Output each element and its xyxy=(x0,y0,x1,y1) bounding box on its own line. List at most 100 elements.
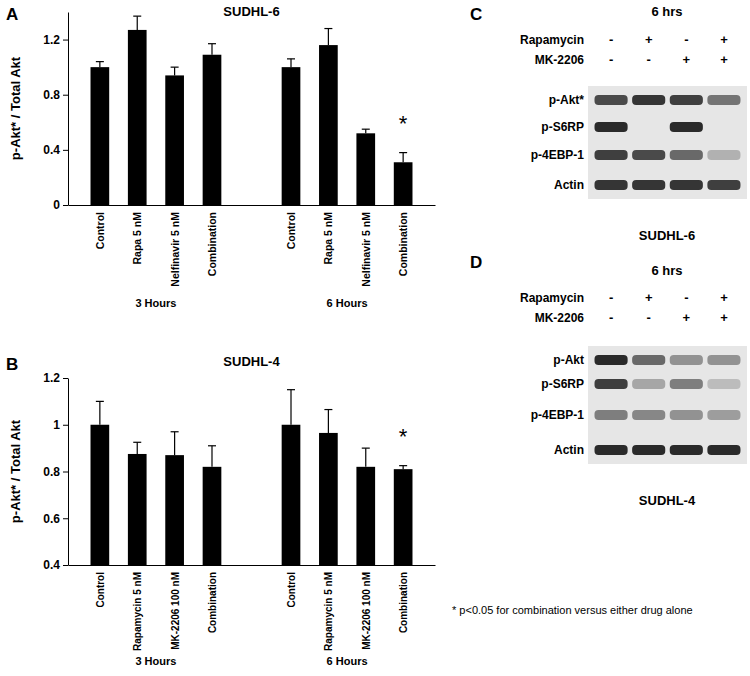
y-tick-mark xyxy=(63,565,68,566)
bar xyxy=(203,55,222,205)
error-bar-stem xyxy=(290,390,291,425)
blot-band xyxy=(707,410,740,420)
y-tick: 0.4 xyxy=(43,558,68,572)
error-bar xyxy=(287,390,295,425)
blot-panel: C6 hrsRapamycin-+-+MK-2206--++p-Akt*p-S6… xyxy=(470,4,747,243)
error-bar xyxy=(96,62,104,68)
y-tick: 0 xyxy=(53,198,68,212)
bar xyxy=(394,162,413,205)
chart-panel: ASUDHL-6p-Akt* / Total Akt00.40.81.2Cont… xyxy=(6,4,436,309)
y-tick: 0.8 xyxy=(43,88,68,102)
y-axis-title: p-Akt* / Total Akt xyxy=(8,419,23,523)
error-bar-cap xyxy=(324,409,332,410)
bar xyxy=(356,133,375,205)
error-bar-stem xyxy=(174,432,175,455)
treatment-sign: - xyxy=(647,52,651,67)
error-bar-cap xyxy=(208,43,216,44)
blot-band xyxy=(595,379,628,389)
error-bar-stem xyxy=(328,29,329,46)
y-tick-label: 0 xyxy=(53,198,60,212)
error-bar-cap xyxy=(287,58,295,59)
blot-band xyxy=(670,379,703,389)
error-bar-stem xyxy=(99,62,100,68)
blot-band xyxy=(595,445,628,455)
y-tick-label: 1 xyxy=(53,418,60,432)
treatment-sign: - xyxy=(647,310,651,325)
x-tick-label: Combination xyxy=(398,572,409,633)
x-tick-label: Combination xyxy=(397,212,409,276)
blot-header: 6 hrs xyxy=(651,263,682,278)
bar xyxy=(319,45,338,205)
plot-marks xyxy=(91,390,413,565)
x-axis-line xyxy=(69,565,436,566)
blot-header: 6 hrs xyxy=(651,4,682,19)
treatment-sign: - xyxy=(609,310,613,325)
y-axis-line xyxy=(68,13,69,206)
blot-band xyxy=(595,122,628,132)
y-tick-label: 1.2 xyxy=(43,371,60,385)
bar xyxy=(165,75,184,205)
x-tick-label: Nelfinavir 5 nM xyxy=(360,212,372,287)
treatment-sign: - xyxy=(609,52,613,67)
panel-label: B xyxy=(6,355,18,374)
error-bar xyxy=(362,448,370,467)
x-tick-label: Control xyxy=(286,572,297,608)
y-tick-label: 0.4 xyxy=(43,558,60,572)
blot-band xyxy=(670,150,703,160)
bar xyxy=(356,467,375,565)
blot-band xyxy=(670,180,703,190)
blot-band xyxy=(707,95,740,105)
bar xyxy=(128,30,147,205)
band-label: Actin xyxy=(554,178,584,192)
annotation: * xyxy=(399,424,408,449)
panel-label: D xyxy=(470,253,482,272)
band-label: p-Akt* xyxy=(549,93,585,107)
blot-band xyxy=(595,180,628,190)
annotation: * xyxy=(399,111,408,136)
error-bar-cap xyxy=(324,28,332,29)
error-bar-stem xyxy=(137,442,138,454)
error-bar xyxy=(362,129,370,133)
group-label: 6 Hours xyxy=(327,655,368,667)
x-tick-label: MK-2206 100 nM xyxy=(170,572,181,650)
error-bar-stem xyxy=(211,446,212,467)
panel-label: A xyxy=(6,5,18,24)
blot-band xyxy=(707,180,740,190)
treatment-sign: - xyxy=(684,290,688,305)
treatment-sign: - xyxy=(684,32,688,47)
x-axis xyxy=(69,205,436,206)
bar xyxy=(282,67,301,205)
blot-band xyxy=(632,379,665,389)
treatment-label: MK-2206 xyxy=(535,311,585,325)
blot-band xyxy=(595,150,628,160)
y-tick: 1.2 xyxy=(43,33,68,47)
error-bar-stem xyxy=(403,153,404,163)
error-bar-cap xyxy=(362,129,370,130)
error-bar xyxy=(324,410,332,433)
blot-caption: SUDHL-4 xyxy=(639,493,696,508)
bar xyxy=(165,455,184,565)
blot-band xyxy=(595,95,628,105)
treatment-label: MK-2206 xyxy=(535,53,585,67)
band-label: p-Akt xyxy=(553,353,584,367)
error-bar xyxy=(133,16,141,30)
error-bar xyxy=(208,44,216,55)
y-tick-mark xyxy=(63,150,68,151)
y-tick-label: 0.4 xyxy=(43,143,60,157)
y-axis-title: p-Akt* / Total Akt xyxy=(8,56,23,160)
error-bar-cap xyxy=(133,442,141,443)
bar xyxy=(394,469,413,565)
bar xyxy=(282,425,301,565)
error-bar xyxy=(324,29,332,46)
blot-band xyxy=(632,150,665,160)
error-bar-cap xyxy=(96,61,104,62)
chart-title: SUDHL-4 xyxy=(223,354,280,369)
treatment-sign: - xyxy=(609,32,613,47)
error-bar xyxy=(287,59,295,67)
band-label: Actin xyxy=(554,443,584,457)
panel-label: C xyxy=(470,5,482,24)
error-bar-stem xyxy=(137,16,138,30)
y-tick-label: 0.8 xyxy=(43,88,60,102)
band-label: p-4EBP-1 xyxy=(531,148,585,162)
blot-band xyxy=(632,445,665,455)
